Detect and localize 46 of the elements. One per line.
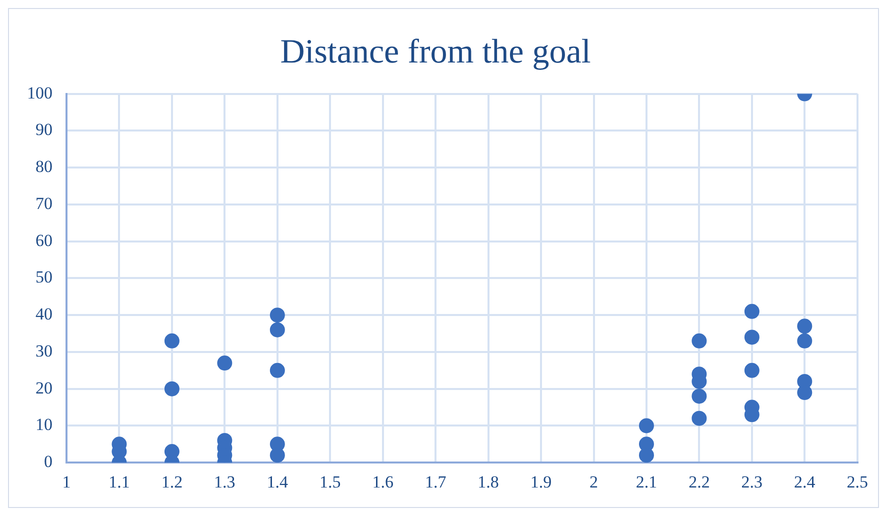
x-tick-label: 1.2 bbox=[161, 472, 183, 492]
point bbox=[270, 448, 285, 463]
point bbox=[797, 333, 812, 348]
point bbox=[270, 322, 285, 338]
chart-title: Distance from the goal bbox=[280, 33, 591, 70]
x-tick-label: 2.5 bbox=[846, 472, 868, 492]
x-tick-label: 1.1 bbox=[108, 472, 130, 492]
x-tick-label: 2 bbox=[590, 472, 598, 492]
y-tick-label: 10 bbox=[36, 415, 52, 434]
point bbox=[744, 362, 760, 378]
x-tick-label: 1 bbox=[62, 472, 71, 492]
y-tick-label: 60 bbox=[36, 230, 52, 250]
point bbox=[638, 418, 654, 434]
point bbox=[797, 318, 812, 334]
point bbox=[692, 333, 707, 348]
point bbox=[744, 304, 760, 319]
y-tick-label: 100 bbox=[27, 83, 52, 102]
point bbox=[164, 333, 180, 348]
x-tick-label: 1.8 bbox=[478, 472, 499, 492]
y-tick-label: 50 bbox=[36, 268, 52, 287]
x-tick-label: 1.7 bbox=[424, 472, 447, 492]
y-tick-label: 20 bbox=[36, 378, 52, 398]
y-tick-label: 80 bbox=[36, 157, 52, 176]
x-tick-label: 2.3 bbox=[741, 472, 763, 492]
point bbox=[638, 448, 654, 463]
point bbox=[797, 385, 812, 400]
point bbox=[217, 356, 232, 371]
y-tick-label: 40 bbox=[36, 304, 52, 324]
point bbox=[164, 381, 180, 396]
y-tick-label: 90 bbox=[36, 120, 52, 140]
x-tick-label: 1.6 bbox=[372, 472, 394, 492]
x-tick-label: 1.4 bbox=[266, 472, 289, 492]
y-tick-label: 0 bbox=[44, 452, 52, 472]
x-tick-label: 1.5 bbox=[320, 472, 341, 492]
point bbox=[692, 388, 707, 404]
point bbox=[744, 330, 760, 345]
x-tick-label: 2.2 bbox=[688, 472, 710, 492]
x-tick-label: 2.1 bbox=[636, 472, 658, 492]
point bbox=[692, 410, 707, 426]
y-tick-label: 70 bbox=[36, 194, 52, 213]
x-tick-label: 1.3 bbox=[214, 472, 236, 492]
point bbox=[270, 362, 285, 378]
point bbox=[270, 308, 285, 323]
y-tick-label: 30 bbox=[36, 341, 52, 360]
x-tick-label: 2.4 bbox=[794, 472, 816, 492]
x-tick-label: 1.9 bbox=[530, 472, 552, 492]
